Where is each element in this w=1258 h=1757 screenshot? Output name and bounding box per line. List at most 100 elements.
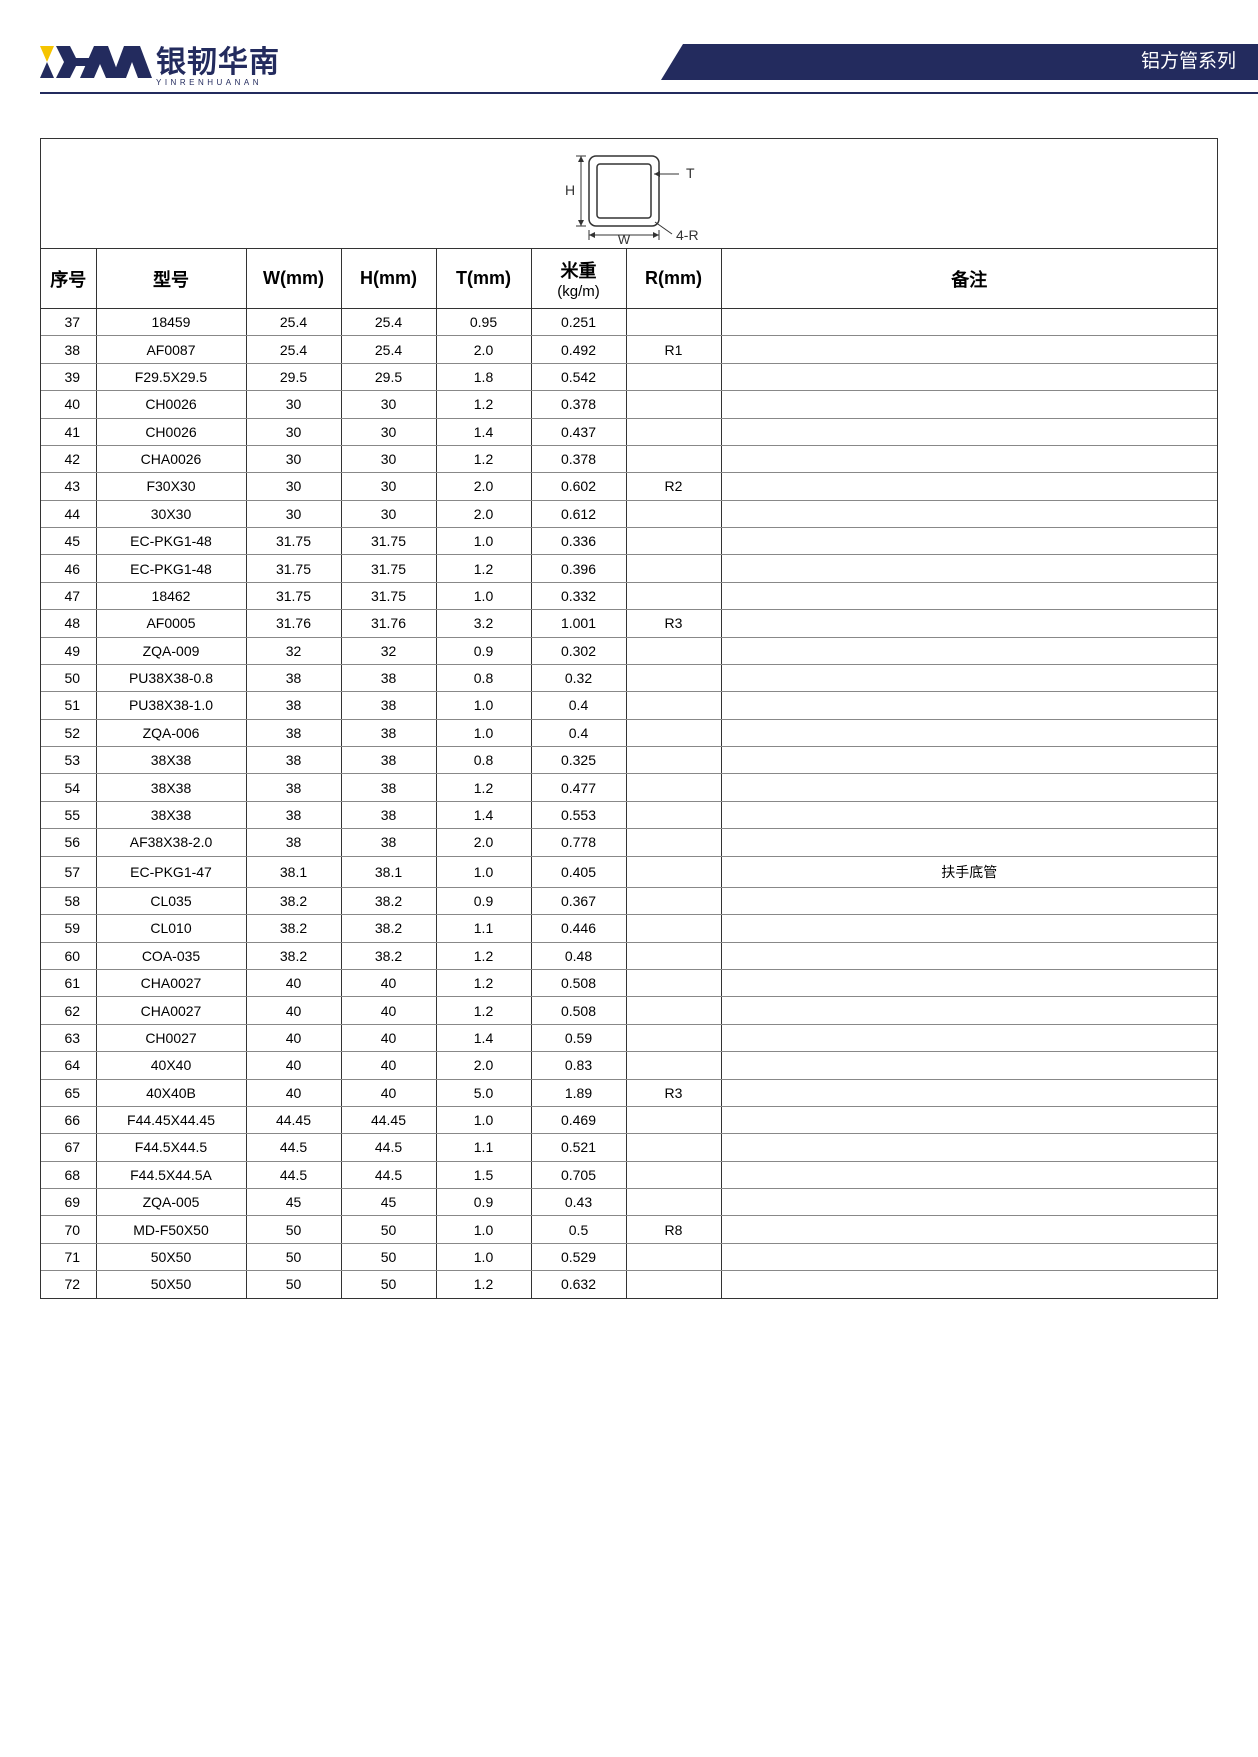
cell-w: 38 (246, 719, 341, 746)
cell-w: 25.4 (246, 309, 341, 336)
cell-kg: 0.405 (531, 856, 626, 887)
cell-w: 40 (246, 1079, 341, 1106)
cell-t: 1.2 (436, 970, 531, 997)
cell-h: 38 (341, 829, 436, 856)
cell-w: 44.5 (246, 1134, 341, 1161)
cell-w: 31.75 (246, 528, 341, 555)
cell-seq: 68 (41, 1161, 96, 1188)
cell-r (626, 692, 721, 719)
cell-r (626, 997, 721, 1024)
table-row: 5338X3838380.80.325 (41, 747, 1217, 774)
table-row: 49ZQA-00932320.90.302 (41, 637, 1217, 664)
cell-note (721, 445, 1217, 472)
cell-t: 1.2 (436, 391, 531, 418)
cell-h: 31.75 (341, 582, 436, 609)
table-header-row: 序号 型号 W(mm) H(mm) T(mm) 米重 (kg/m) R(mm) … (41, 249, 1217, 309)
cell-note (721, 1189, 1217, 1216)
cell-w: 25.4 (246, 336, 341, 363)
table-row: 471846231.7531.751.00.332 (41, 582, 1217, 609)
cell-t: 1.0 (436, 1106, 531, 1133)
table-row: 62CHA002740401.20.508 (41, 997, 1217, 1024)
cell-w: 38 (246, 692, 341, 719)
cell-h: 44.5 (341, 1161, 436, 1188)
cell-kg: 0.332 (531, 582, 626, 609)
cell-w: 50 (246, 1271, 341, 1298)
cell-model: CH0026 (96, 418, 246, 445)
cell-seq: 44 (41, 500, 96, 527)
svg-text:T: T (686, 165, 695, 181)
cell-w: 30 (246, 500, 341, 527)
cell-r (626, 915, 721, 942)
cell-t: 1.0 (436, 1216, 531, 1243)
cell-seq: 64 (41, 1052, 96, 1079)
table-row: 66F44.45X44.4544.4544.451.00.469 (41, 1106, 1217, 1133)
cell-h: 30 (341, 418, 436, 445)
cell-model: CL010 (96, 915, 246, 942)
table-row: 58CL03538.238.20.90.367 (41, 887, 1217, 914)
cell-kg: 0.4 (531, 692, 626, 719)
cell-t: 2.0 (436, 500, 531, 527)
cell-note (721, 418, 1217, 445)
cell-r (626, 774, 721, 801)
cell-kg: 0.705 (531, 1161, 626, 1188)
cell-kg: 0.367 (531, 887, 626, 914)
cell-h: 38 (341, 774, 436, 801)
cell-w: 50 (246, 1243, 341, 1270)
table-row: 59CL01038.238.21.10.446 (41, 915, 1217, 942)
cell-t: 2.0 (436, 1052, 531, 1079)
cell-t: 1.4 (436, 418, 531, 445)
cell-note (721, 1271, 1217, 1298)
cell-h: 38.2 (341, 942, 436, 969)
cell-h: 40 (341, 1024, 436, 1051)
table-row: 51PU38X38-1.038381.00.4 (41, 692, 1217, 719)
cell-w: 40 (246, 970, 341, 997)
cell-h: 30 (341, 500, 436, 527)
cell-kg: 1.89 (531, 1079, 626, 1106)
cell-note (721, 692, 1217, 719)
cell-kg: 0.396 (531, 555, 626, 582)
cell-note: 扶手底管 (721, 856, 1217, 887)
cell-kg: 0.508 (531, 970, 626, 997)
cell-h: 45 (341, 1189, 436, 1216)
cell-model: 40X40B (96, 1079, 246, 1106)
cell-seq: 66 (41, 1106, 96, 1133)
cell-kg: 0.521 (531, 1134, 626, 1161)
cell-seq: 50 (41, 664, 96, 691)
table-row: 39F29.5X29.529.529.51.80.542 (41, 363, 1217, 390)
cell-seq: 43 (41, 473, 96, 500)
cell-t: 0.9 (436, 1189, 531, 1216)
cell-model: 50X50 (96, 1271, 246, 1298)
cell-r (626, 363, 721, 390)
cell-w: 30 (246, 391, 341, 418)
cell-seq: 71 (41, 1243, 96, 1270)
cell-t: 1.2 (436, 555, 531, 582)
cell-h: 32 (341, 637, 436, 664)
cell-r (626, 856, 721, 887)
logo-text-cn: 银韧华南 (156, 37, 280, 81)
cell-seq: 45 (41, 528, 96, 555)
cell-note (721, 582, 1217, 609)
table-row: 7250X5050501.20.632 (41, 1271, 1217, 1298)
cell-note (721, 309, 1217, 336)
cell-r (626, 1243, 721, 1270)
cell-model: 30X30 (96, 500, 246, 527)
table-row: 46EC-PKG1-4831.7531.751.20.396 (41, 555, 1217, 582)
cell-kg: 0.553 (531, 801, 626, 828)
svg-text:4-R: 4-R (676, 227, 699, 243)
cell-model: EC-PKG1-48 (96, 555, 246, 582)
th-kg-sub: (kg/m) (536, 283, 622, 300)
logo-mark-icon (40, 38, 160, 86)
cell-t: 1.0 (436, 582, 531, 609)
th-model: 型号 (96, 249, 246, 309)
cell-h: 31.75 (341, 555, 436, 582)
cell-h: 31.75 (341, 528, 436, 555)
cell-note (721, 887, 1217, 914)
cell-w: 31.75 (246, 555, 341, 582)
table-row: 57EC-PKG1-4738.138.11.00.405扶手底管 (41, 856, 1217, 887)
cell-h: 50 (341, 1216, 436, 1243)
cell-r (626, 637, 721, 664)
th-h: H(mm) (341, 249, 436, 309)
cell-note (721, 528, 1217, 555)
cell-h: 44.45 (341, 1106, 436, 1133)
cell-seq: 57 (41, 856, 96, 887)
